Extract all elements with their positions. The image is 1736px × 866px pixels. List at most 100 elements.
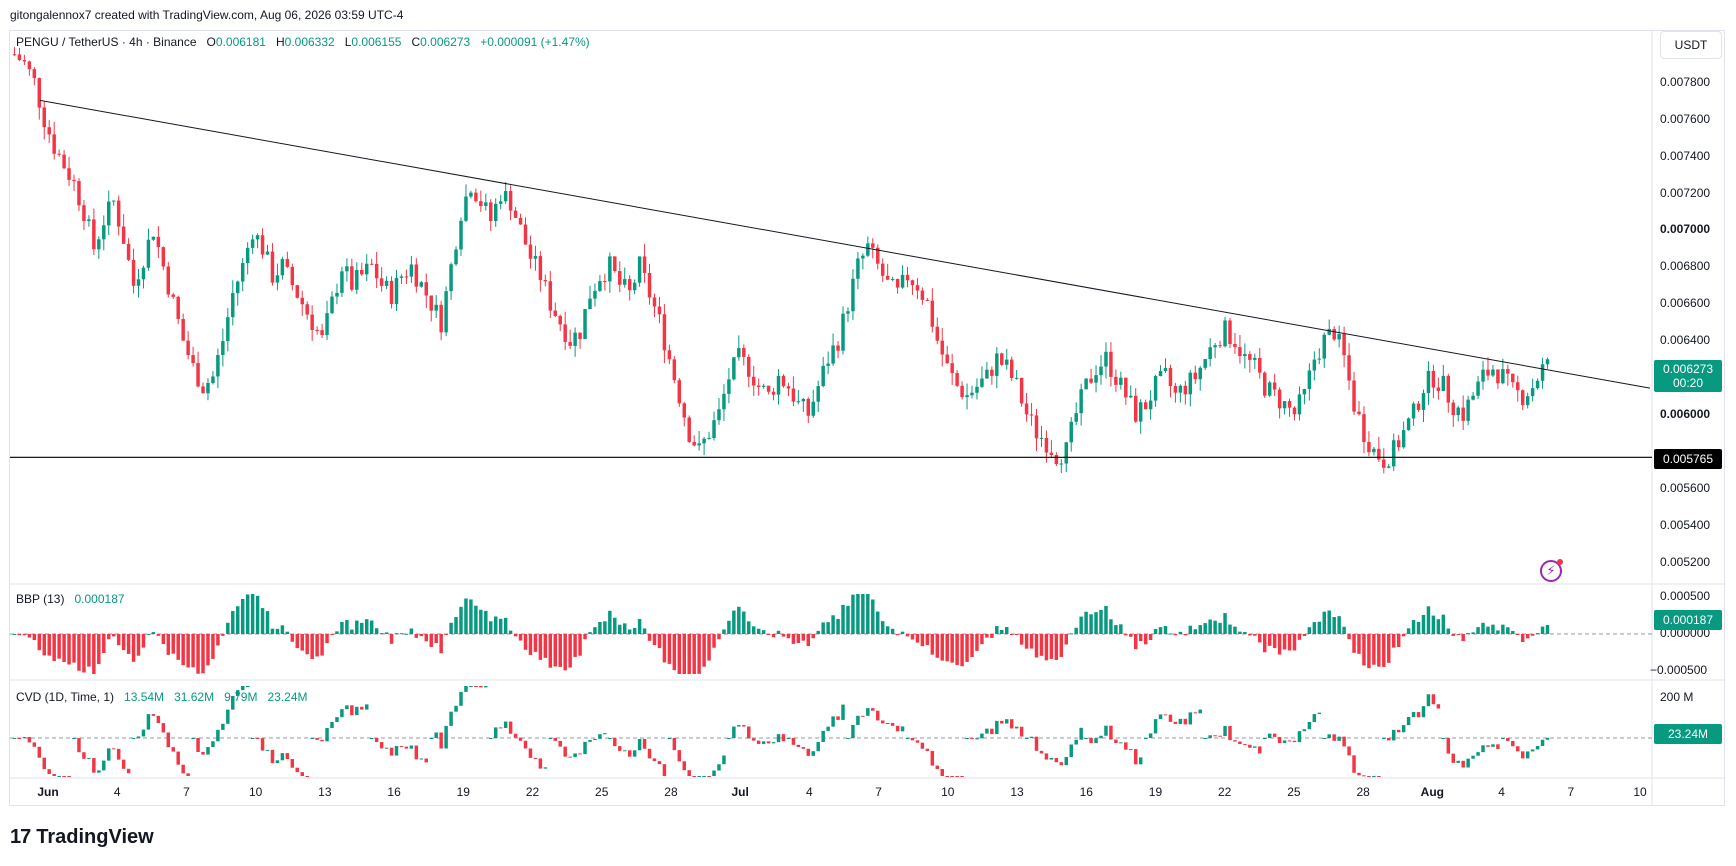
cvd-candle xyxy=(166,732,171,748)
candle-body xyxy=(876,247,880,264)
candle-body xyxy=(940,340,944,355)
bbp-bar xyxy=(990,634,994,638)
candle-body xyxy=(1277,389,1282,409)
candle-body xyxy=(771,391,776,395)
cvd-candle xyxy=(1530,749,1535,752)
symbol-title[interactable]: PENGU / TetherUS · 4h · Binance xyxy=(16,35,197,49)
bbp-bar xyxy=(533,634,538,652)
bbp-bar xyxy=(1208,619,1212,634)
cvd-candle xyxy=(295,767,300,773)
bbp-bar xyxy=(265,611,270,634)
candle-body xyxy=(776,375,781,395)
cvd-candle xyxy=(32,742,37,747)
bbp-bar xyxy=(1158,627,1163,634)
candle-body xyxy=(727,379,731,394)
bbp-bar xyxy=(275,628,280,634)
candle-body xyxy=(925,299,930,301)
candle-body xyxy=(52,134,56,154)
bbp-bar xyxy=(508,630,513,634)
bbp-bar xyxy=(384,632,389,634)
candle-body xyxy=(915,285,920,291)
bbp-bar xyxy=(1109,619,1113,634)
candle-body xyxy=(196,363,200,387)
cvd-candle xyxy=(846,738,850,739)
bbp-bar xyxy=(498,618,503,634)
cvd-candle xyxy=(1520,751,1525,759)
chart-frame[interactable] xyxy=(9,30,1725,806)
bbp-bar xyxy=(1248,634,1252,636)
bbp-bar xyxy=(766,634,771,635)
bbp-bar xyxy=(1233,626,1237,634)
candle-body xyxy=(1506,369,1510,374)
candle-body xyxy=(543,279,548,282)
bbp-bar xyxy=(1178,631,1183,634)
bbp-bar xyxy=(1486,626,1490,634)
cvd-candle xyxy=(17,738,22,739)
bbp-bar xyxy=(479,609,483,634)
cvd-candle xyxy=(1377,776,1381,777)
bbp-bar xyxy=(82,634,86,673)
time-axis-label: 16 xyxy=(387,785,401,799)
bbp-bar xyxy=(1406,628,1411,634)
candle-body xyxy=(250,239,255,248)
cvd-candle xyxy=(305,776,309,777)
bbp-bar xyxy=(1456,634,1460,635)
cvd-candle xyxy=(1258,746,1262,754)
cvd-candle xyxy=(1198,709,1202,714)
bbp-bar xyxy=(1228,624,1232,634)
candle-body xyxy=(111,200,116,202)
bbp-bar xyxy=(1401,634,1406,637)
cvd-candle xyxy=(374,738,379,743)
bbp-bar xyxy=(667,634,672,664)
bbp-axis-top: 0.000500 xyxy=(1660,589,1711,603)
candle-body xyxy=(1248,354,1252,360)
candle-body xyxy=(980,378,984,387)
bbp-bar xyxy=(1516,634,1520,635)
cvd-candle xyxy=(409,745,414,749)
candle-body xyxy=(107,201,111,226)
cvd-candle xyxy=(1481,745,1485,753)
cvd-candle xyxy=(1540,739,1545,746)
bbp-bar xyxy=(866,594,870,634)
candle-body xyxy=(156,236,161,248)
tradingview-logo[interactable]: 17 TradingView xyxy=(10,824,154,850)
bbp-bar xyxy=(1173,634,1178,636)
bbp-title[interactable]: BBP (13) xyxy=(16,592,65,606)
bbp-bar xyxy=(1272,634,1277,649)
candle-body xyxy=(320,330,324,336)
cvd-title[interactable]: CVD (1D, Time, 1) xyxy=(16,690,115,704)
candle-body xyxy=(995,353,999,376)
cvd-candle xyxy=(751,738,756,741)
cvd-candle xyxy=(687,770,691,776)
candle-body xyxy=(449,264,453,292)
candle-body xyxy=(146,239,151,268)
candle-body xyxy=(985,369,989,379)
bbp-bar xyxy=(1337,616,1341,634)
cvd-candle xyxy=(806,748,811,756)
cvd-candle xyxy=(1079,727,1083,740)
currency-unit-button[interactable]: USDT xyxy=(1660,31,1722,59)
cvd-candle xyxy=(141,729,146,737)
candle-body xyxy=(965,395,969,398)
bbp-bar xyxy=(1506,627,1510,634)
bbp-bar xyxy=(1168,633,1173,635)
cvd-axis-top: 200 M xyxy=(1660,690,1694,704)
bbp-bar xyxy=(523,634,528,650)
candle-body xyxy=(493,203,498,222)
lightning-icon[interactable]: ⚡ xyxy=(1540,559,1563,582)
cvd-candle xyxy=(484,686,488,688)
bbp-bar xyxy=(1059,634,1064,657)
candle-body xyxy=(970,392,974,396)
bbp-bar xyxy=(360,622,364,634)
current-price-value: 0.006273 xyxy=(1662,362,1714,376)
cvd-candle xyxy=(107,748,111,761)
change-value: +0.000091 (+1.47%) xyxy=(480,35,590,49)
cvd-candle xyxy=(657,761,662,765)
cvd-candle xyxy=(355,706,359,716)
candle-body xyxy=(255,235,260,240)
bbp-bar xyxy=(781,634,786,637)
price-axis-label: 0.007600 xyxy=(1660,111,1711,126)
cvd-candle xyxy=(1307,722,1312,730)
